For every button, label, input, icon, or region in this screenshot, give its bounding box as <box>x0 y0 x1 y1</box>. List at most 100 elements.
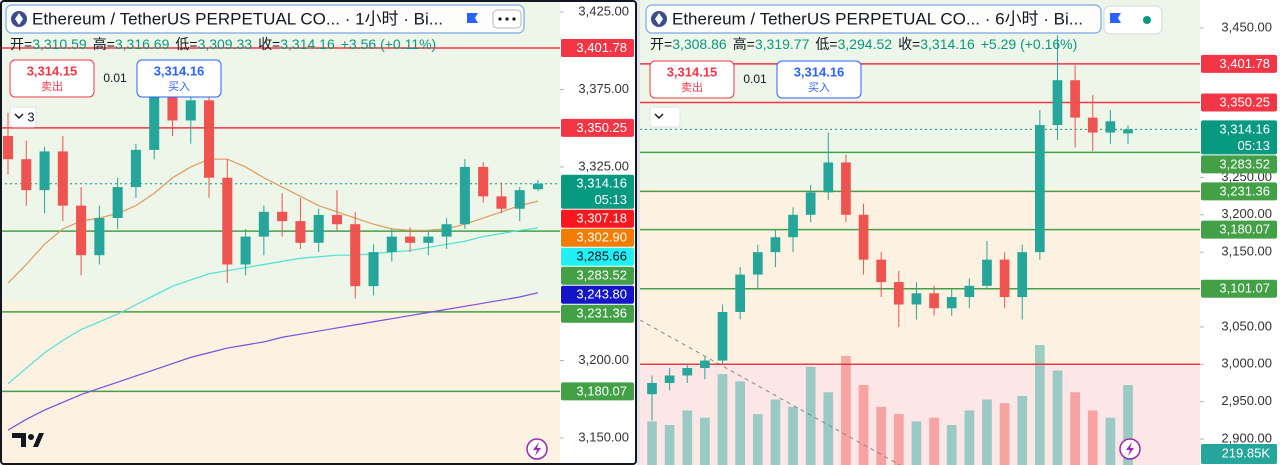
price-label-box <box>561 382 634 401</box>
zone-loss <box>0 302 560 465</box>
candle-body <box>405 236 416 243</box>
ohlc-value: 3,294.52 <box>838 36 893 52</box>
alert-button[interactable] <box>1119 438 1141 460</box>
candle-body <box>478 166 489 197</box>
status-dot[interactable] <box>1143 16 1151 24</box>
volume-bar <box>1017 395 1028 465</box>
symbol-title: Ethereum / TetherUS PERPETUAL CO... · 1小… <box>32 9 443 28</box>
candle-body <box>514 190 525 209</box>
spread: 0.01 <box>743 72 767 86</box>
ui-overlay: Ethereum / TetherUS PERPETUAL CO... · 1小… <box>5 4 1163 128</box>
alert-button[interactable] <box>526 438 548 460</box>
price-label: 3,285.66 <box>576 249 627 264</box>
y-tick-label: 3,150.00 <box>1221 244 1272 259</box>
candle-body <box>277 211 288 222</box>
price-label-box <box>1201 54 1277 73</box>
ohlc-label: 开= <box>10 36 32 52</box>
candle-body <box>647 382 657 395</box>
y-tick-label: 2,950.00 <box>1221 393 1272 408</box>
candle-body <box>929 293 939 309</box>
candle-body <box>664 375 675 383</box>
candle-body <box>700 360 710 369</box>
volume-bar <box>929 417 939 465</box>
candle-body <box>258 211 269 237</box>
symbol-box[interactable] <box>5 4 525 34</box>
candle-body <box>331 214 342 225</box>
candle-body <box>858 214 869 260</box>
candle-body <box>788 214 798 238</box>
volume-bar <box>858 385 869 465</box>
candle-body <box>76 205 87 256</box>
chevron <box>14 113 24 120</box>
volume-bar <box>735 381 745 465</box>
volume-bar <box>1105 417 1116 465</box>
zone-volume <box>640 366 1200 465</box>
candle-body <box>423 236 434 243</box>
candle-body <box>368 252 379 287</box>
volume-bar <box>752 414 763 465</box>
candle-body <box>735 274 745 312</box>
sell-button[interactable] <box>9 59 95 98</box>
price-label-box <box>561 247 634 266</box>
price-label-box <box>561 266 634 285</box>
price-label: 3,302.90 <box>576 230 627 245</box>
volume-bar <box>647 421 657 465</box>
candle-body <box>222 177 233 265</box>
y-tick-label: 3,200.00 <box>1221 206 1272 221</box>
symbol-icon-mark <box>15 13 23 25</box>
volume-bar <box>1035 345 1045 465</box>
volume-bar <box>664 425 675 465</box>
sell-price: 3,314.15 <box>27 63 78 78</box>
volume-bar <box>1070 392 1080 465</box>
candle-body <box>982 259 992 286</box>
flag-icon[interactable] <box>1110 13 1121 23</box>
volume-bar <box>911 421 922 465</box>
sell-button[interactable] <box>649 60 735 99</box>
price-label-box <box>561 118 634 137</box>
buy-button[interactable] <box>776 60 862 99</box>
sell-label: 卖出 <box>681 80 703 94</box>
candle-body <box>893 282 904 305</box>
y-tick-label: 3,325.00 <box>578 158 629 173</box>
volume-label-box <box>1201 444 1277 464</box>
candle-body <box>1035 125 1045 253</box>
price-label: 3,243.80 <box>576 287 627 302</box>
y-tick-label: 3,200.00 <box>578 352 629 367</box>
symbol-title: Ethereum / TetherUS PERPETUAL CO... · 6小… <box>672 9 1083 28</box>
y-tick-label: 2,900.00 <box>1221 430 1272 445</box>
ohlc-label: 高= <box>93 36 115 52</box>
volume-bar <box>893 414 904 465</box>
buy-price: 3,314.16 <box>154 63 205 78</box>
buy-label: 买入 <box>808 81 830 94</box>
price-label: 3,350.25 <box>1219 94 1270 109</box>
candle-body <box>770 237 781 253</box>
price-label: 3,350.25 <box>576 120 627 135</box>
price-label: 3,231.36 <box>1219 183 1270 198</box>
candle-body <box>823 162 834 193</box>
volume-bar <box>805 366 816 465</box>
axes: 3,425.00 3,375.00 3,325.00 3,200.00 3,150.00… <box>560 0 1280 465</box>
more-dot <box>512 17 516 21</box>
volume-bar <box>841 355 851 465</box>
candle-body <box>1087 117 1098 133</box>
price-label-box <box>1201 279 1277 298</box>
indicator-toggle[interactable] <box>649 106 681 128</box>
spread: 0.01 <box>103 71 127 85</box>
price-label-box <box>561 39 634 58</box>
symbol-box[interactable] <box>645 4 1102 34</box>
volume-bar <box>1087 410 1098 465</box>
price-label: 3,101.07 <box>1219 281 1270 296</box>
price-label: 3,180.07 <box>576 383 627 398</box>
volume-bar <box>999 403 1010 465</box>
buy-button[interactable] <box>136 59 222 98</box>
candle-body <box>185 100 196 121</box>
moving-average <box>7 227 539 385</box>
price-label: 3,283.52 <box>576 268 627 283</box>
ohlc-line: 开=3,310.59 高=3,316.69 低=3,309.33 收=3,314.16… <box>10 36 436 52</box>
price-label: 3,401.78 <box>1219 56 1270 71</box>
candle-body <box>459 166 470 225</box>
candle-body <box>386 236 397 253</box>
indicator-toggle[interactable] <box>9 106 37 128</box>
candle-body <box>39 151 50 191</box>
ohlc-label: 高= <box>733 36 755 52</box>
